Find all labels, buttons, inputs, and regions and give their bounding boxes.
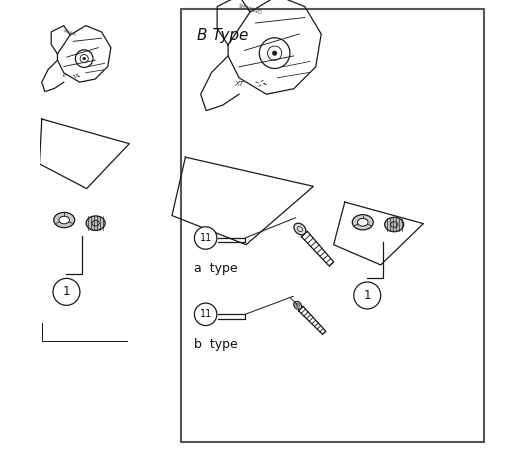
Text: a  type: a type [194, 262, 238, 275]
Circle shape [354, 282, 381, 309]
Text: SHIMANO: SHIMANO [63, 30, 78, 38]
Circle shape [194, 303, 217, 326]
Text: XT: XT [234, 81, 244, 87]
Ellipse shape [54, 212, 74, 228]
Ellipse shape [357, 219, 368, 226]
Text: SHIMANO: SHIMANO [238, 4, 262, 16]
Text: 1: 1 [63, 286, 70, 298]
Ellipse shape [352, 215, 373, 230]
Text: b  type: b type [194, 338, 238, 351]
Ellipse shape [86, 216, 105, 230]
Text: 11: 11 [200, 309, 212, 319]
Circle shape [83, 57, 86, 60]
Text: B Type: B Type [196, 27, 248, 43]
Ellipse shape [294, 223, 306, 235]
Circle shape [194, 227, 217, 249]
Ellipse shape [294, 301, 301, 309]
Bar [181, 9, 484, 442]
Ellipse shape [59, 216, 70, 224]
Text: 11: 11 [200, 233, 212, 243]
Text: 1: 1 [363, 289, 371, 302]
Circle shape [272, 51, 277, 55]
Circle shape [53, 278, 80, 305]
Text: XT: XT [61, 75, 67, 79]
Ellipse shape [385, 217, 404, 232]
